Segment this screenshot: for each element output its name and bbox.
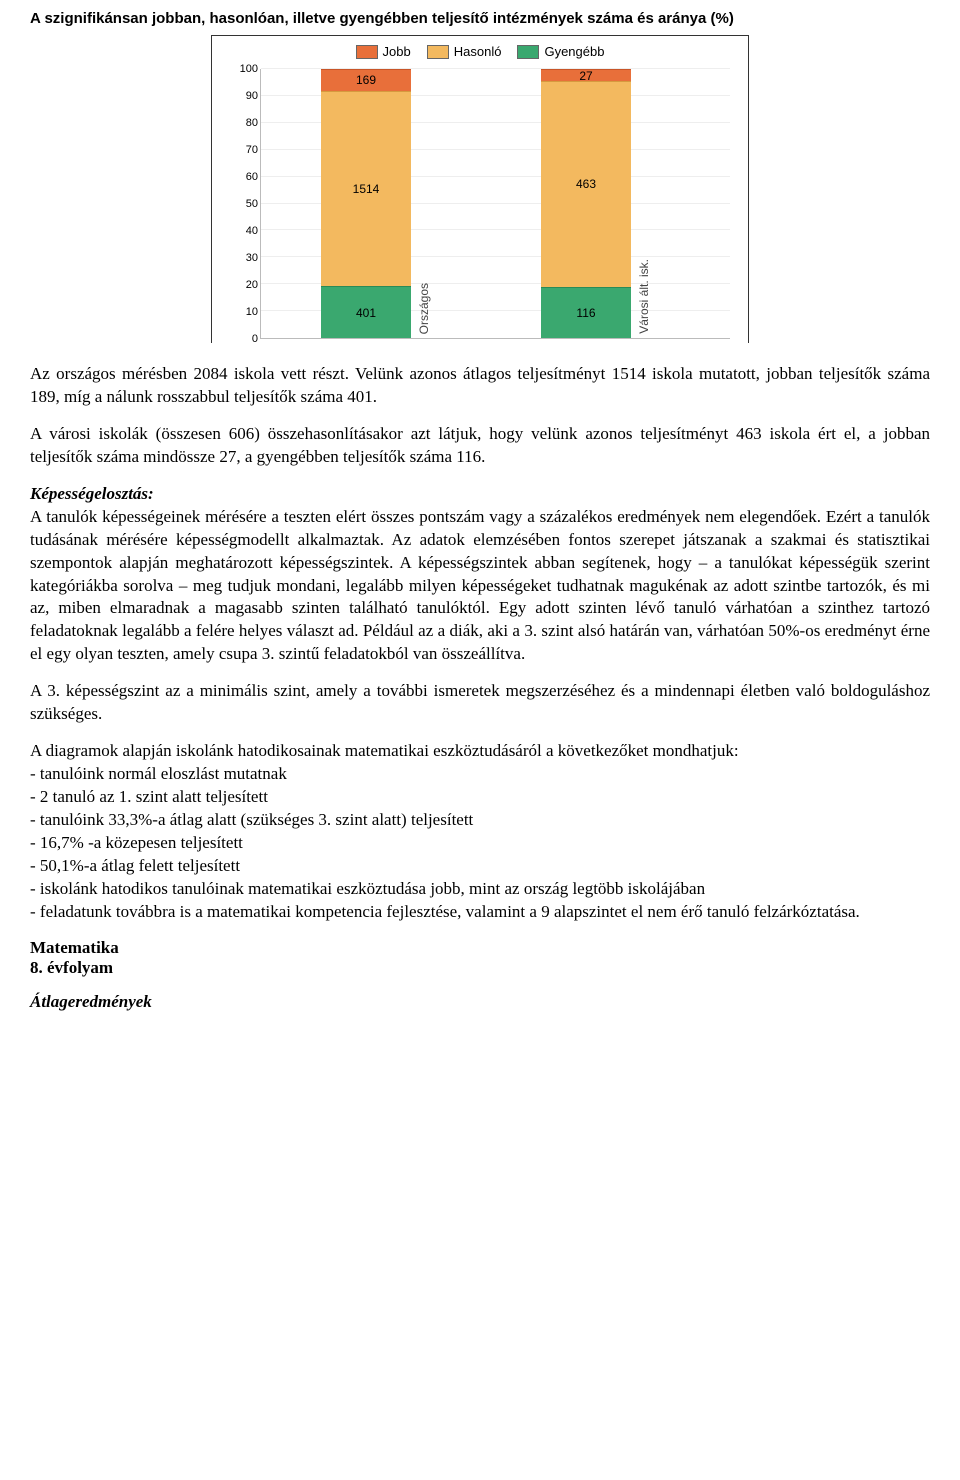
legend-item: Jobb <box>356 44 411 59</box>
section-1-body2: A 3. képességszint az a minimális szint,… <box>30 680 930 726</box>
stacked-bar: 11646327 <box>541 69 631 338</box>
y-tick: 100 <box>228 63 258 75</box>
bar-segment: 116 <box>541 287 631 338</box>
legend-swatch <box>427 45 449 59</box>
y-tick: 90 <box>228 90 258 102</box>
diagram-intro: A diagramok alapján iskolánk hatodikosai… <box>30 740 930 763</box>
bullet-item: - 16,7% -a közepesen teljesített <box>30 832 930 855</box>
section-1-title: Képességelosztás: <box>30 484 154 503</box>
bullet-item: - tanulóink normál eloszlást mutatnak <box>30 763 930 786</box>
chart-area: 0102030405060708090100 4011514169Országo… <box>260 69 730 339</box>
chart-container: JobbHasonlóGyengébb 01020304050607080901… <box>211 35 749 343</box>
y-tick: 60 <box>228 171 258 183</box>
bullet-item: - tanulóink 33,3%-a átlag alatt (szükség… <box>30 809 930 832</box>
category-label: Országos <box>417 283 431 334</box>
legend-item: Gyengébb <box>517 44 604 59</box>
legend-swatch <box>356 45 378 59</box>
y-tick: 30 <box>228 252 258 264</box>
section-1-body: A tanulók képességeinek mérésére a teszt… <box>30 507 930 664</box>
bar-segment: 27 <box>541 69 631 81</box>
bar-segment: 401 <box>321 286 411 338</box>
y-tick: 70 <box>228 144 258 156</box>
legend-item: Hasonló <box>427 44 502 59</box>
y-axis: 0102030405060708090100 <box>224 69 258 339</box>
bullet-item: - feladatunk továbbra is a matematikai k… <box>30 901 930 924</box>
bullet-item: - 2 tanuló az 1. szint alatt teljesített <box>30 786 930 809</box>
legend-swatch <box>517 45 539 59</box>
category-label: Városi ált. isk. <box>637 259 651 334</box>
bar-segment: 1514 <box>321 91 411 286</box>
y-tick: 40 <box>228 225 258 237</box>
y-tick: 20 <box>228 279 258 291</box>
legend-label: Gyengébb <box>544 44 604 59</box>
bullet-item: - 50,1%-a átlag felett teljesített <box>30 855 930 878</box>
y-tick: 0 <box>228 333 258 345</box>
chart-plot: 4011514169 Országos 11646327 Városi ált. is… <box>260 69 730 339</box>
page-title: A szignifikánsan jobban, hasonlóan, ille… <box>30 10 930 27</box>
bullet-list: - tanulóink normál eloszlást mutatnak- 2… <box>30 763 930 924</box>
paragraph-1: Az országos mérésben 2084 iskola vett ré… <box>30 363 930 409</box>
y-tick: 10 <box>228 306 258 318</box>
bar-segment: 169 <box>321 69 411 91</box>
bar-segment: 463 <box>541 81 631 287</box>
section-1: Képességelosztás: A tanulók képességeine… <box>30 483 930 667</box>
legend-label: Hasonló <box>454 44 502 59</box>
y-tick: 50 <box>228 198 258 210</box>
footer-subject: Matematika <box>30 938 930 958</box>
footer-section: Átlageredmények <box>30 992 930 1012</box>
paragraph-2: A városi iskolák (összesen 606) összehas… <box>30 423 930 469</box>
stacked-bar: 4011514169 <box>321 69 411 338</box>
legend-label: Jobb <box>383 44 411 59</box>
bullet-item: - iskolánk hatodikos tanulóinak matemati… <box>30 878 930 901</box>
footer-grade: 8. évfolyam <box>30 958 930 978</box>
y-tick: 80 <box>228 117 258 129</box>
chart-legend: Jobb Hasonló Gyengébb <box>220 44 740 59</box>
